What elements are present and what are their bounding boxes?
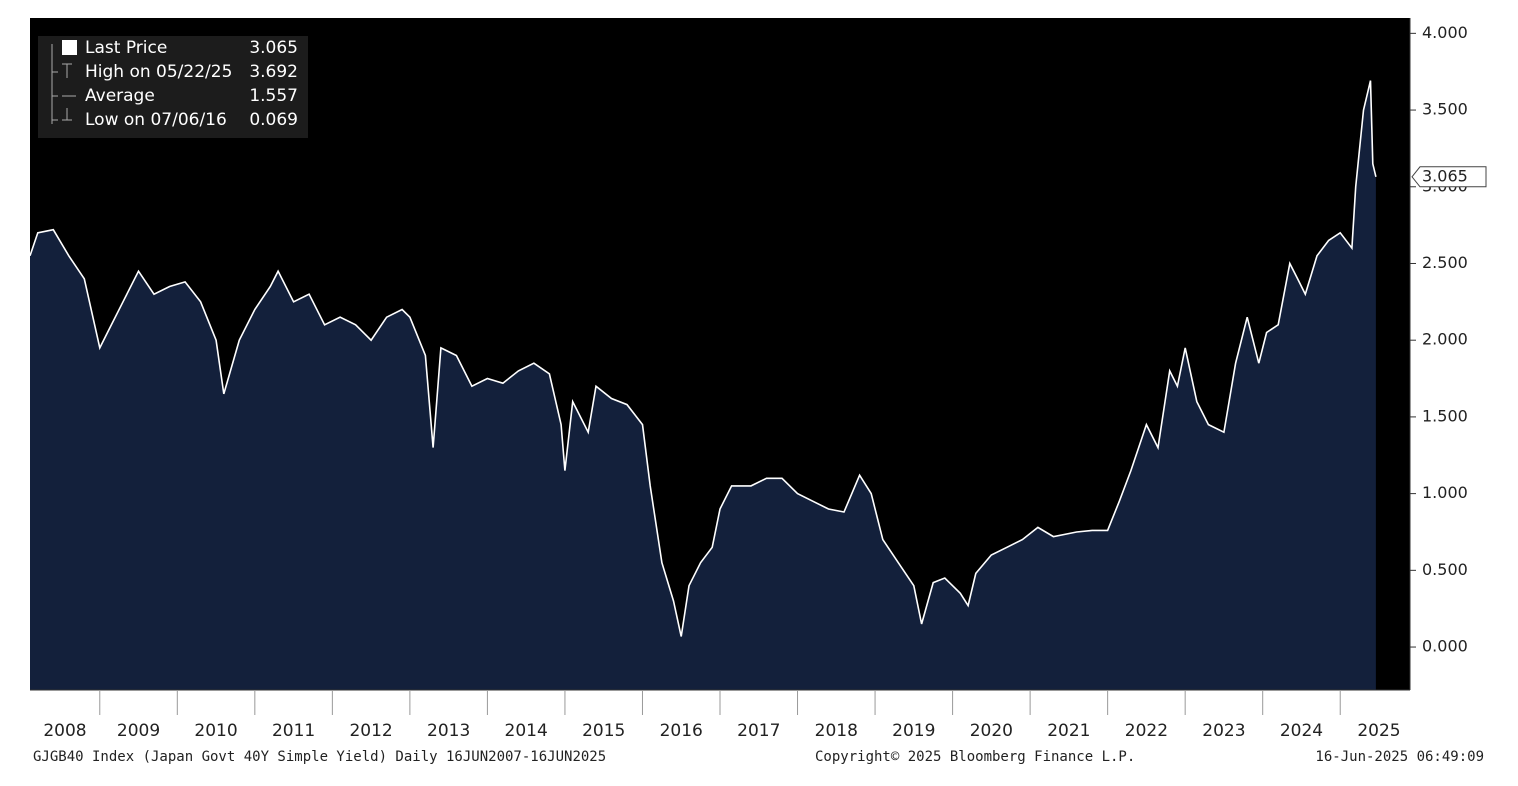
y-tick-label: 0.500 bbox=[1422, 560, 1468, 579]
x-tick-label: 2013 bbox=[427, 721, 470, 741]
last-price-label: 3.065 bbox=[1422, 166, 1468, 185]
y-tick-label: 1.500 bbox=[1422, 406, 1468, 425]
x-tick-label: 2012 bbox=[349, 721, 392, 741]
legend-swatch bbox=[62, 40, 77, 55]
price-line bbox=[29, 80, 1377, 637]
y-tick-label: 2.500 bbox=[1422, 253, 1468, 272]
x-tick-label: 2022 bbox=[1125, 721, 1168, 741]
x-tick-label: 2016 bbox=[660, 721, 703, 741]
legend-value: 1.557 bbox=[249, 86, 298, 106]
y-tick-label: 3.500 bbox=[1422, 100, 1468, 119]
y-tick-label: 4.000 bbox=[1422, 23, 1468, 42]
x-tick-label: 2017 bbox=[737, 721, 780, 741]
footer-left: GJGB40 Index (Japan Govt 40Y Simple Yiel… bbox=[33, 749, 606, 765]
legend-value: 0.069 bbox=[249, 110, 298, 130]
y-tick-label: 1.000 bbox=[1422, 483, 1468, 502]
area-fill bbox=[30, 80, 1376, 691]
legend-value: 3.692 bbox=[249, 62, 298, 82]
x-tick-label: 2011 bbox=[272, 721, 315, 741]
x-tick-label: 2010 bbox=[194, 721, 237, 741]
x-tick-label: 2009 bbox=[117, 721, 160, 741]
x-tick-label: 2025 bbox=[1357, 721, 1400, 741]
legend-icons bbox=[51, 44, 76, 124]
y-tick-label: 0.000 bbox=[1422, 637, 1468, 656]
x-tick-label: 2021 bbox=[1047, 721, 1090, 741]
legend-label: Low on 07/06/16 bbox=[85, 110, 227, 130]
legend-label: Last Price bbox=[85, 38, 167, 58]
legend-value: 3.065 bbox=[249, 38, 298, 58]
legend-label: High on 05/22/25 bbox=[85, 62, 232, 82]
x-tick-label: 2019 bbox=[892, 721, 935, 741]
x-tick-label: 2020 bbox=[970, 721, 1013, 741]
x-tick-label: 2008 bbox=[43, 721, 86, 741]
x-tick-label: 2023 bbox=[1202, 721, 1245, 741]
x-tick-label: 2018 bbox=[815, 721, 858, 741]
footer-right: 16-Jun-2025 06:49:09 bbox=[1315, 749, 1484, 765]
x-tick-label: 2014 bbox=[505, 721, 548, 741]
legend-label: Average bbox=[85, 86, 155, 106]
last-price-tag bbox=[1411, 166, 1487, 188]
x-tick-label: 2024 bbox=[1280, 721, 1323, 741]
legend-box bbox=[38, 36, 308, 138]
x-tick-label: 2015 bbox=[582, 721, 625, 741]
y-tick-label: 2.000 bbox=[1422, 330, 1468, 349]
footer-center: Copyright© 2025 Bloomberg Finance L.P. bbox=[815, 749, 1135, 765]
